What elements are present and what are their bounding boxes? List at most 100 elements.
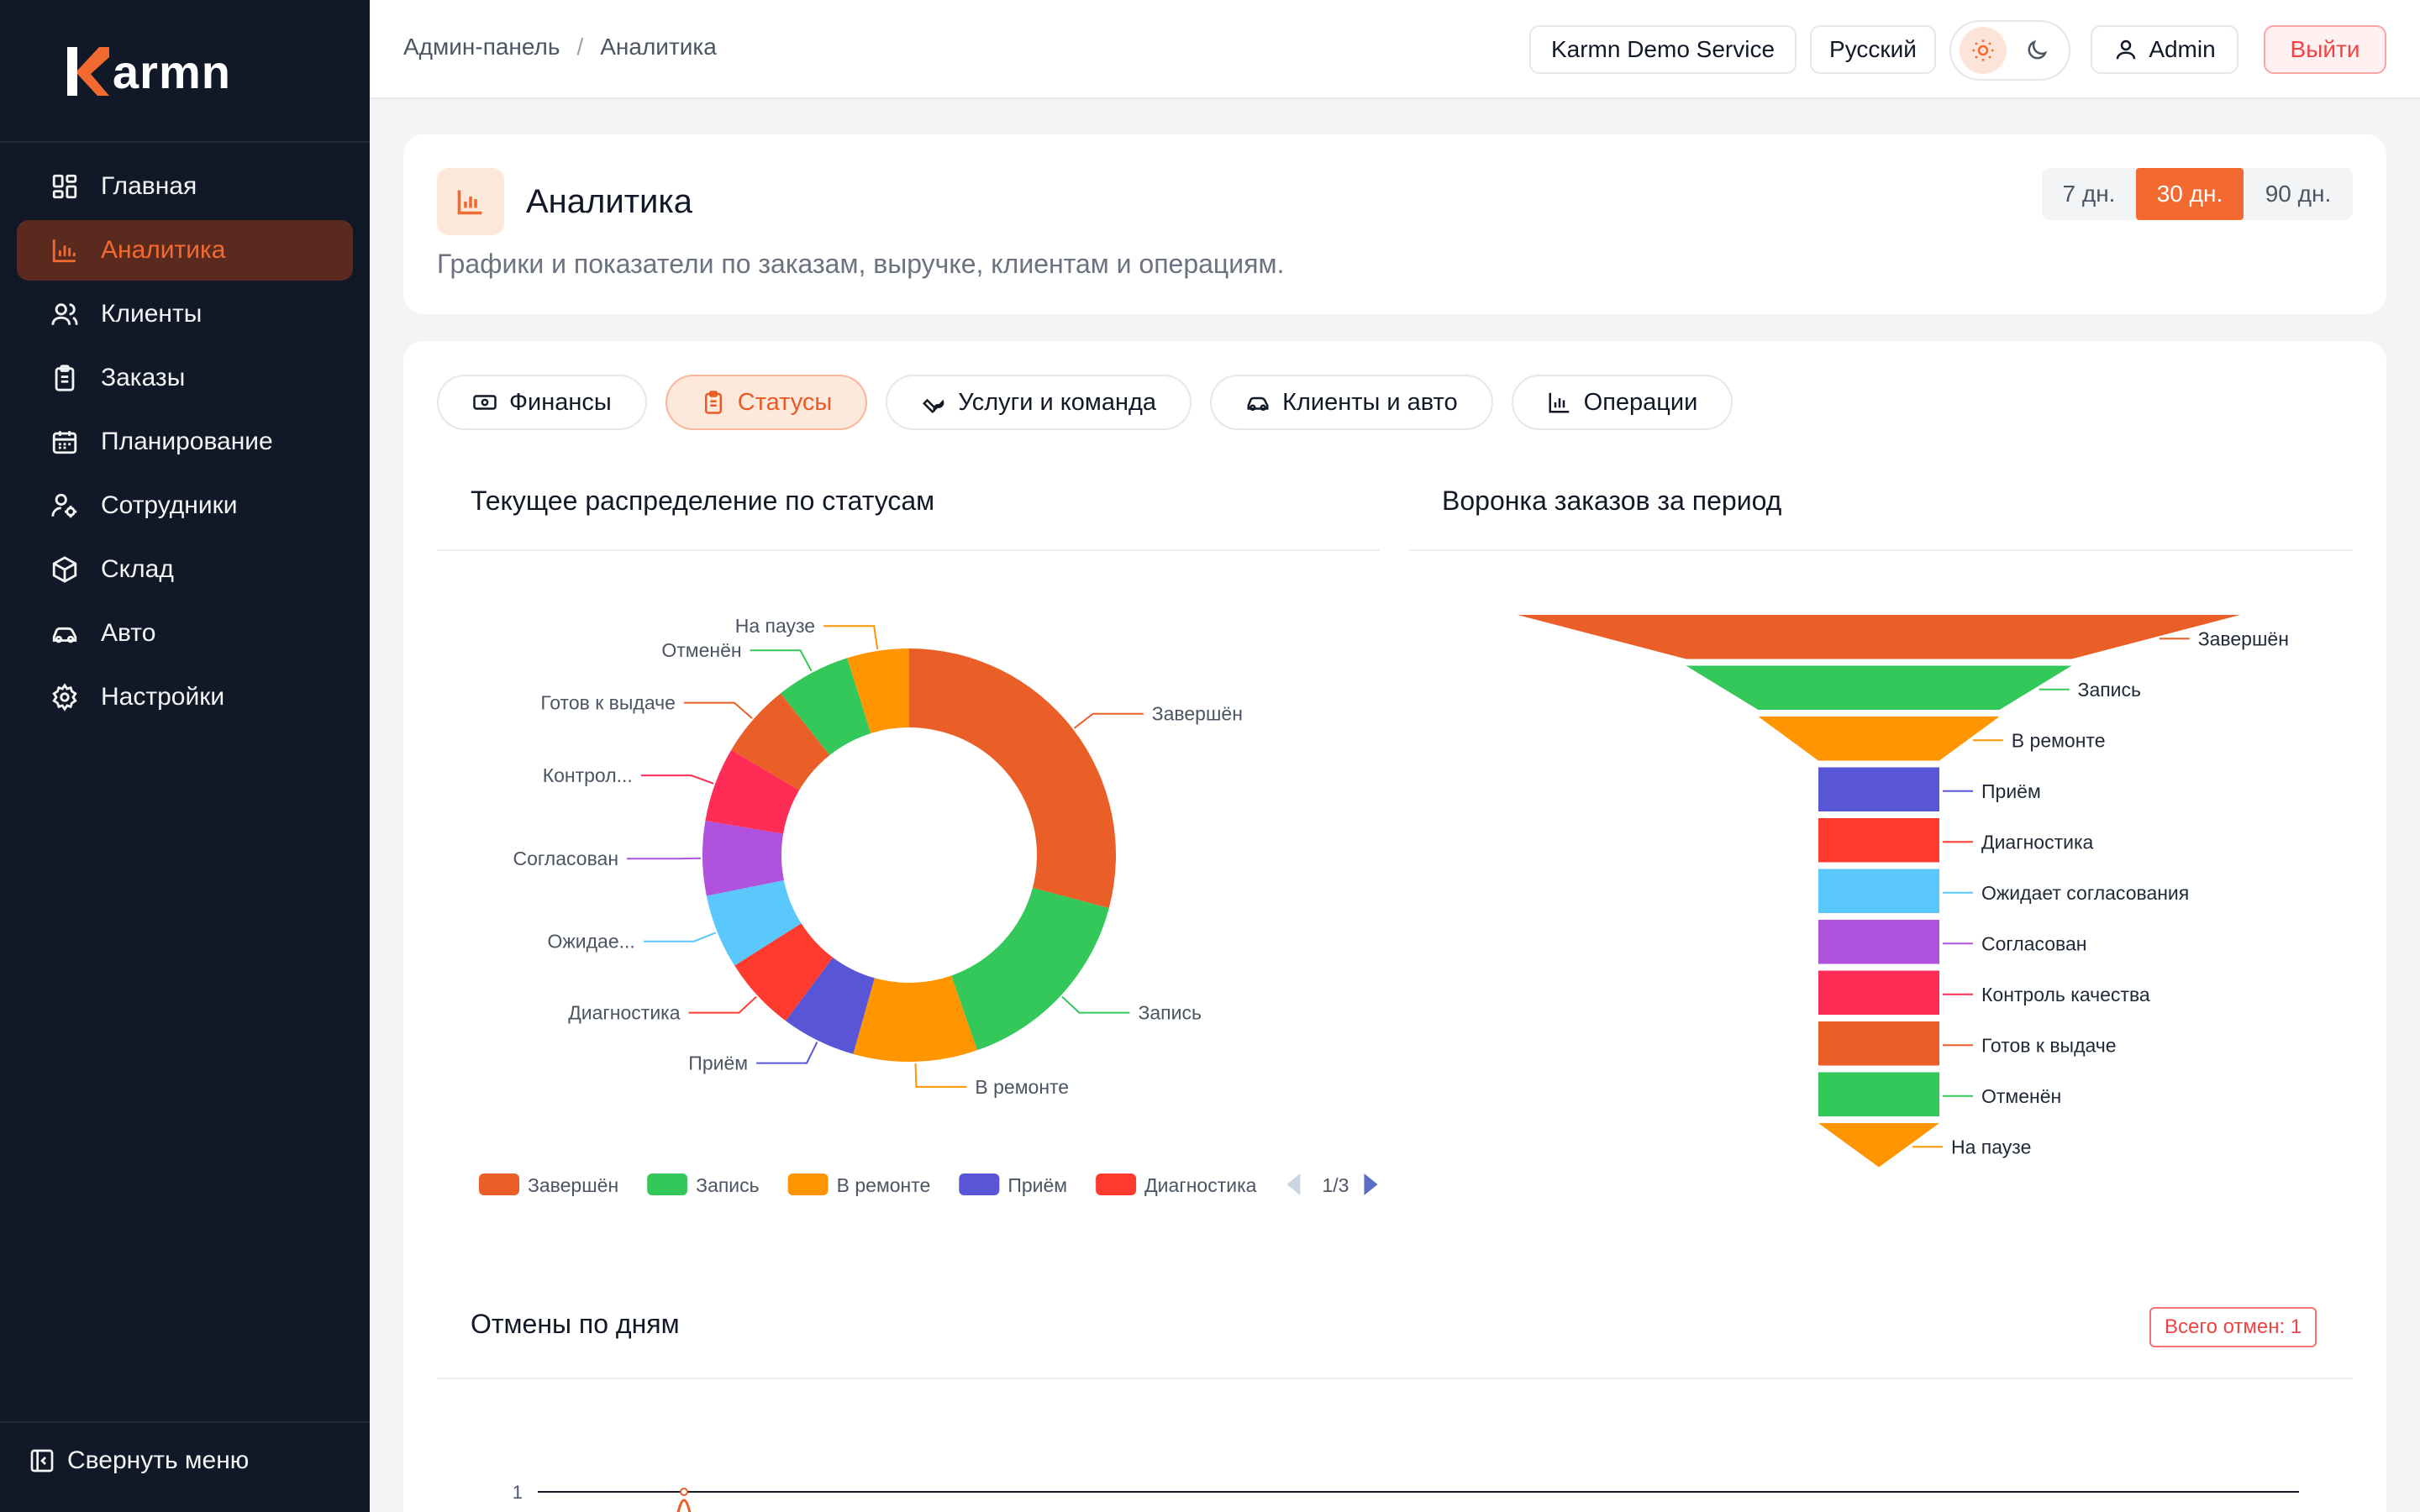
legend-item[interactable]: Запись — [647, 1173, 760, 1196]
status-donut-chart: Завершён Запись В ремонте Приём Диагностика О… — [479, 615, 1378, 1196]
sidebar-item-orders[interactable]: Заказы — [17, 348, 353, 408]
donut-slice[interactable] — [909, 648, 1116, 909]
funnel-label: На паузе — [1951, 1136, 2031, 1158]
funnel-segment[interactable] — [1818, 1123, 1939, 1168]
brand-name: armn — [113, 45, 231, 98]
legend-next-icon[interactable] — [1364, 1173, 1378, 1195]
bar-chart-icon — [50, 236, 79, 265]
period-selector: 7 дн. 30 дн. 90 дн. — [2042, 168, 2353, 220]
donut-slice[interactable] — [781, 658, 871, 755]
period-7-days[interactable]: 7 дн. — [2062, 181, 2116, 207]
funnel-label: Приём — [1981, 780, 2041, 802]
legend-swatch — [1096, 1173, 1137, 1195]
dark-theme-button[interactable] — [2013, 27, 2060, 74]
sidebar-item-analytics[interactable]: Аналитика — [17, 220, 353, 281]
sidebar-item-settings[interactable]: Настройки — [17, 667, 353, 727]
donut-slice-label: Готов к выдаче — [540, 692, 676, 714]
language-label: Русский — [1829, 36, 1917, 62]
legend-item[interactable]: Завершён — [479, 1173, 618, 1196]
page-title: Аналитика — [526, 183, 692, 220]
page-header-card: Аналитика Графики и показатели по заказа… — [403, 134, 2386, 314]
donut-slice-label: Завершён — [1152, 703, 1243, 725]
donut-slice-label: Запись — [1138, 1002, 1201, 1024]
funnel-segment[interactable] — [1818, 970, 1939, 1016]
theme-toggle[interactable] — [1949, 20, 2070, 81]
sidebar-divider — [0, 1421, 370, 1423]
tab-clients-cars[interactable]: Клиенты и авто — [1210, 375, 1493, 430]
gear-icon — [50, 683, 79, 711]
funnel-label: Ожидает согласования — [1981, 882, 2189, 904]
tab-services-team[interactable]: Услуги и команда — [886, 375, 1192, 430]
funnel-segment[interactable] — [1758, 717, 2000, 761]
donut-slice[interactable] — [951, 887, 1109, 1051]
period-90-days[interactable]: 90 дн. — [2265, 181, 2332, 207]
sidebar-item-planning[interactable]: Планирование — [17, 412, 353, 472]
funnel-segment[interactable] — [1818, 767, 1939, 812]
legend-item[interactable]: Диагностика — [1096, 1173, 1257, 1196]
tab-operations[interactable]: Операции — [1511, 375, 1733, 430]
logo-k-icon — [67, 47, 109, 96]
breadcrumb: Админ-панель / Аналитика — [403, 34, 717, 60]
donut-slice-label: Приём — [688, 1053, 748, 1074]
analytics-content-card: Финансы Статусы Услуги и команда Клиенты… — [403, 341, 2386, 1512]
sun-icon — [1972, 39, 1994, 61]
legend-label: Завершён — [528, 1174, 618, 1196]
legend-item[interactable]: Приём — [959, 1173, 1067, 1196]
light-theme-button[interactable] — [1960, 27, 2007, 74]
donut-slice[interactable] — [702, 820, 784, 896]
sidebar-item-label: Главная — [101, 172, 197, 200]
donut-slice[interactable] — [734, 923, 834, 1021]
analytics-tabs: Финансы Статусы Услуги и команда Клиенты… — [437, 375, 1733, 430]
donut-leader-line — [756, 1042, 818, 1064]
logout-label: Выйти — [2290, 36, 2360, 62]
service-selector[interactable]: Karmn Demo Service — [1529, 25, 1797, 74]
sidebar-item-label: Сотрудники — [101, 491, 238, 519]
donut-slice[interactable] — [847, 648, 909, 734]
funnel-segment[interactable] — [1818, 818, 1939, 863]
sidebar-item-label: Аналитика — [101, 236, 226, 264]
sidebar-item-staff[interactable]: Сотрудники — [17, 475, 353, 536]
breadcrumb-root[interactable]: Админ-панель — [403, 34, 560, 60]
brand-logo[interactable]: armn — [66, 42, 231, 101]
sidebar-item-warehouse[interactable]: Склад — [17, 539, 353, 600]
donut-slice[interactable] — [705, 749, 800, 834]
funnel-segment[interactable] — [1818, 869, 1939, 914]
funnel-label: Готов к выдаче — [1981, 1034, 2117, 1056]
tab-statuses[interactable]: Статусы — [665, 375, 868, 430]
funnel-segment[interactable] — [1818, 1072, 1939, 1117]
cancellations-title: Отмены по дням — [471, 1309, 680, 1339]
user-name: Admin — [2149, 36, 2216, 62]
donut-leader-line — [643, 932, 717, 942]
sidebar-item-cars[interactable]: Авто — [17, 603, 353, 664]
sidebar-item-home[interactable]: Главная — [17, 156, 353, 217]
legend-label: Запись — [696, 1174, 759, 1196]
tab-label: Услуги и команда — [958, 388, 1157, 416]
funnel-segment[interactable] — [1518, 615, 2240, 659]
tab-finance[interactable]: Финансы — [437, 375, 647, 430]
period-30-days[interactable]: 30 дн. — [2136, 168, 2244, 220]
legend-item[interactable]: В ремонте — [787, 1173, 931, 1196]
section-divider — [437, 549, 1380, 551]
language-selector[interactable]: Русский — [1810, 25, 1936, 74]
car-icon — [50, 619, 79, 648]
user-menu-button[interactable]: Admin — [2091, 25, 2238, 74]
sidebar-item-label: Настройки — [101, 683, 225, 711]
donut-slice[interactable] — [706, 879, 802, 966]
logout-button[interactable]: Выйти — [2264, 25, 2386, 74]
legend-label: Диагностика — [1144, 1174, 1257, 1196]
sidebar-item-clients[interactable]: Клиенты — [17, 284, 353, 344]
legend-prev-icon[interactable] — [1286, 1173, 1301, 1195]
donut-slice[interactable] — [853, 975, 977, 1062]
funnel-segment[interactable] — [1686, 665, 2072, 711]
box-icon — [50, 555, 79, 584]
tab-label: Статусы — [737, 388, 833, 416]
donut-slice[interactable] — [731, 693, 830, 790]
data-point[interactable] — [680, 1488, 688, 1496]
funnel-segment[interactable] — [1818, 1021, 1939, 1066]
analytics-page-icon — [437, 168, 504, 235]
collapse-menu-button[interactable]: Свернуть меню — [29, 1446, 249, 1475]
funnel-segment[interactable] — [1818, 920, 1939, 964]
calendar-icon — [50, 428, 79, 456]
donut-slice[interactable] — [785, 957, 875, 1054]
tab-label: Клиенты и авто — [1282, 388, 1458, 416]
